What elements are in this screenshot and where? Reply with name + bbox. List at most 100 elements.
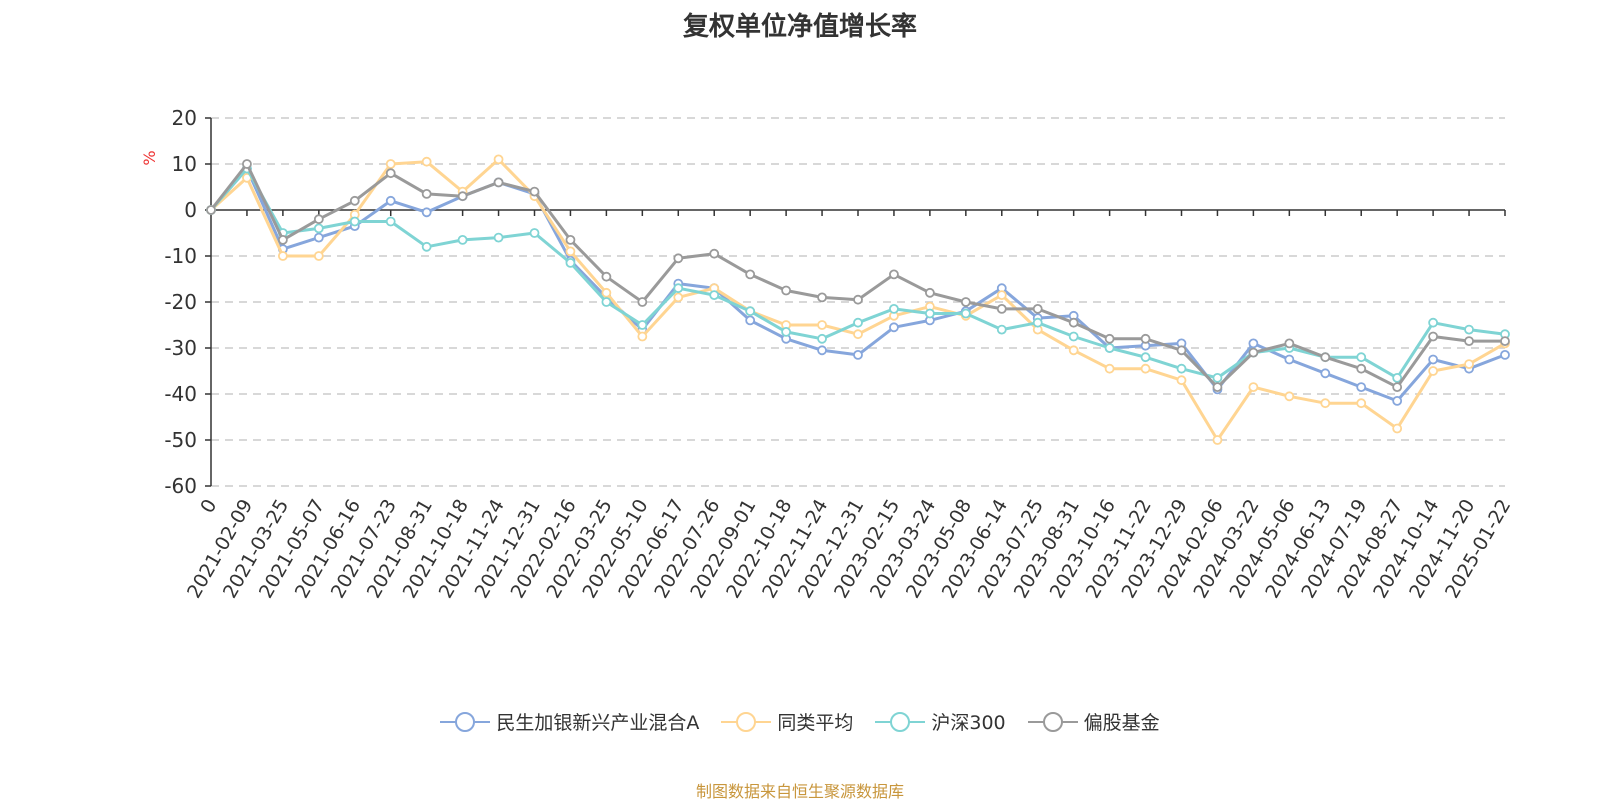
data-point — [277, 234, 288, 245]
data-point — [1248, 382, 1259, 393]
y-tick-label: -20 — [164, 290, 197, 314]
data-point — [421, 241, 432, 252]
legend-item[interactable]: 沪深300 — [875, 708, 1006, 735]
data-point — [457, 191, 468, 202]
data-point — [349, 195, 360, 206]
chart-title: 复权单位净值增长率 — [682, 12, 917, 42]
data-point — [1392, 395, 1403, 406]
data-point — [457, 234, 468, 245]
data-point — [385, 216, 396, 227]
data-point — [745, 269, 756, 280]
legend-item[interactable]: 民生加银新兴产业混合A — [440, 708, 699, 735]
data-point — [1284, 354, 1295, 365]
data-point — [1392, 423, 1403, 434]
data-point — [889, 303, 899, 314]
data-point — [385, 195, 396, 206]
data-point — [277, 251, 288, 261]
data-point — [996, 290, 1007, 301]
data-point — [637, 320, 648, 330]
legend-label: 同类平均 — [777, 712, 854, 734]
legend: 民生加银新兴产业混合A 同类平均 沪深300 偏股基金 — [0, 708, 1600, 735]
data-point — [1464, 336, 1474, 347]
y-tick-label: -10 — [164, 244, 197, 268]
data-point — [1356, 398, 1367, 409]
data-point — [1032, 303, 1043, 314]
data-point — [673, 292, 684, 303]
data-point — [996, 324, 1007, 335]
legend-marker-icon — [875, 711, 926, 732]
data-point — [889, 322, 899, 333]
data-point — [960, 308, 971, 319]
data-point — [529, 228, 540, 238]
data-point — [1284, 338, 1295, 349]
y-tick-label: -30 — [164, 336, 197, 360]
data-point — [1104, 333, 1115, 344]
data-point — [745, 306, 756, 317]
series-3 — [206, 159, 1510, 393]
series-0 — [206, 163, 1510, 406]
y-axis-label: % — [140, 150, 159, 165]
data-point — [1428, 366, 1439, 376]
data-point — [1248, 347, 1259, 358]
data-point — [565, 234, 576, 245]
data-point — [421, 188, 432, 199]
series-line — [209, 167, 1506, 403]
data-point — [493, 232, 504, 243]
data-point — [565, 246, 576, 257]
x-tick-label: 0 — [196, 496, 221, 517]
legend-marker-icon — [1027, 711, 1078, 732]
data-point — [1428, 354, 1439, 365]
data-point — [1356, 382, 1367, 393]
data-point — [889, 269, 899, 280]
data-point — [242, 159, 252, 169]
y-tick-label: 20 — [172, 106, 197, 130]
legend-label: 民生加银新兴产业混合A — [496, 712, 700, 734]
data-point — [601, 271, 612, 282]
data-point — [817, 333, 827, 344]
data-point — [817, 320, 827, 330]
data-point — [421, 156, 432, 167]
data-point — [1248, 338, 1259, 349]
data-point — [745, 315, 756, 326]
y-tick-label: -60 — [164, 474, 197, 498]
data-point — [960, 297, 971, 307]
legend-item[interactable]: 同类平均 — [721, 708, 853, 735]
data-point — [313, 251, 324, 261]
data-point — [1500, 349, 1510, 360]
legend-marker-icon — [721, 711, 772, 732]
data-point — [924, 308, 935, 319]
data-point — [1140, 352, 1151, 363]
data-point — [1140, 363, 1151, 374]
data-point — [1284, 391, 1295, 402]
data-point — [601, 287, 612, 298]
data-point — [1140, 333, 1151, 344]
source-note: 制图数据来自恒生聚源数据库 — [695, 782, 904, 801]
data-point — [709, 290, 720, 301]
data-point — [421, 207, 432, 218]
data-point — [529, 186, 540, 197]
y-tick-label: -50 — [164, 428, 197, 452]
data-point — [1068, 345, 1079, 356]
data-point — [1320, 352, 1331, 363]
legend-item[interactable]: 偏股基金 — [1027, 708, 1160, 735]
data-point — [1320, 398, 1331, 409]
data-point — [1212, 435, 1223, 445]
data-point — [565, 257, 576, 268]
data-point — [853, 349, 863, 360]
data-point — [637, 297, 648, 307]
data-point — [924, 287, 935, 298]
data-point — [349, 216, 360, 227]
y-tick-label: -40 — [164, 382, 197, 406]
legend-label: 偏股基金 — [1083, 712, 1160, 734]
data-point — [1104, 363, 1115, 374]
data-point — [1212, 372, 1223, 383]
data-point — [1212, 382, 1223, 393]
data-point — [1464, 324, 1474, 335]
legend-marker-icon — [440, 711, 491, 732]
data-point — [313, 214, 324, 225]
data-point — [1428, 331, 1439, 342]
data-point — [1068, 317, 1079, 328]
data-point — [1104, 343, 1115, 353]
data-point — [996, 303, 1007, 314]
data-point — [817, 345, 827, 356]
